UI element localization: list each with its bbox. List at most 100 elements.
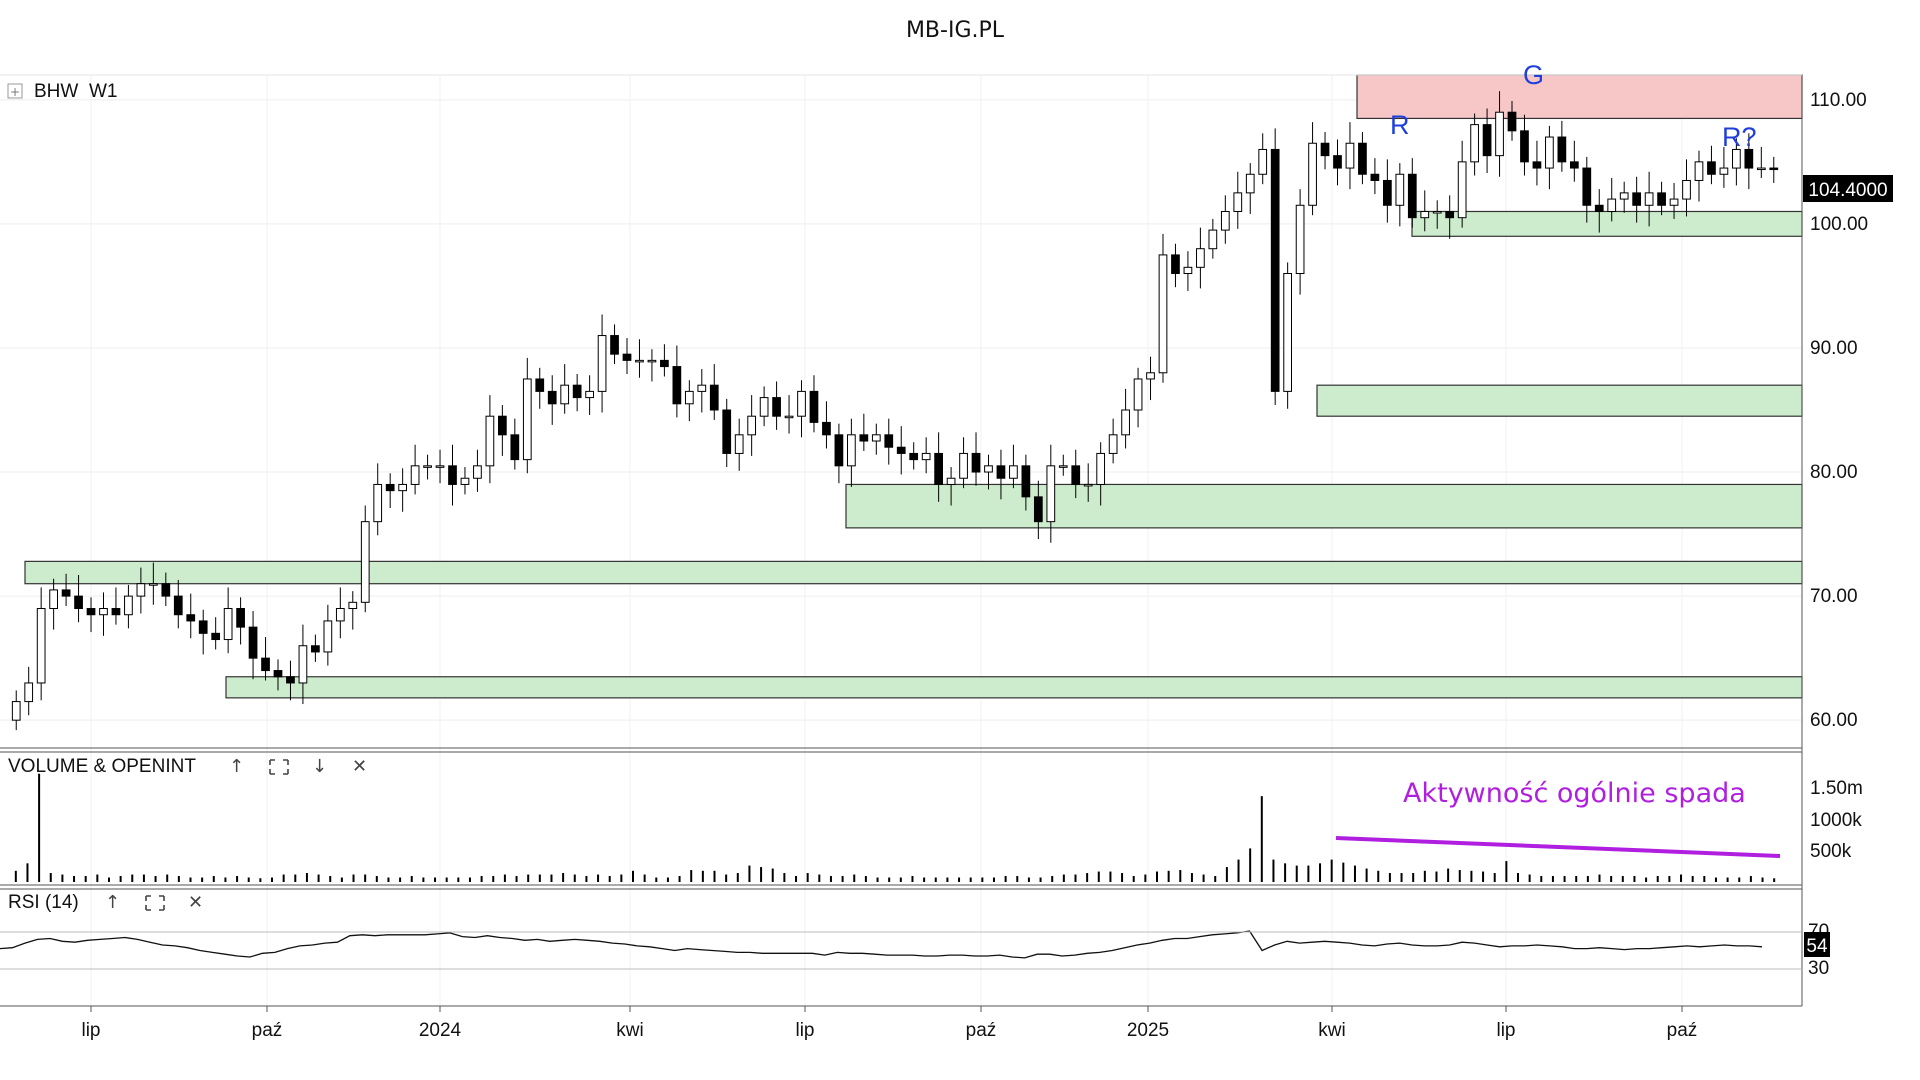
candle — [1445, 195, 1455, 239]
candle — [1270, 128, 1280, 406]
price-grid — [0, 75, 1802, 1006]
candle — [1370, 158, 1380, 195]
candle — [261, 637, 270, 681]
rsi-value-label: 54 — [1806, 936, 1828, 957]
candle — [734, 418, 744, 471]
candle — [373, 463, 383, 536]
time-tick-label: paź — [966, 1020, 997, 1041]
candle — [1432, 200, 1442, 229]
candle — [1245, 163, 1255, 214]
time-tick-label: 2025 — [1127, 1020, 1169, 1041]
candle — [772, 381, 781, 430]
candle — [797, 380, 806, 438]
candle — [1133, 367, 1143, 428]
candle — [1594, 189, 1604, 233]
candle — [547, 375, 557, 425]
candle — [1208, 218, 1218, 259]
candle — [74, 575, 83, 623]
candle — [510, 418, 520, 470]
candle — [1520, 114, 1529, 176]
candle — [1096, 442, 1106, 506]
candle — [1345, 122, 1355, 190]
candle — [410, 444, 420, 495]
volume-tick: 500k — [1810, 841, 1852, 862]
candle — [473, 449, 482, 492]
candle — [161, 572, 171, 607]
close-icon[interactable]: ✕ — [352, 756, 367, 777]
time-tick-label: paź — [1667, 1020, 1698, 1041]
maximize-icon[interactable] — [145, 895, 165, 911]
candle — [348, 591, 358, 630]
candle — [784, 395, 794, 434]
candle — [847, 418, 856, 487]
support-zone — [1411, 210, 1803, 237]
candle — [111, 587, 121, 625]
resistance-zone — [1356, 74, 1803, 120]
candle — [1308, 122, 1317, 216]
candle — [1644, 171, 1654, 227]
candle — [759, 386, 769, 427]
maximize-icon[interactable] — [269, 759, 289, 775]
candle — [273, 659, 283, 691]
candle — [1108, 418, 1118, 464]
candle — [435, 449, 445, 484]
candle — [1196, 227, 1205, 289]
candle — [173, 579, 183, 629]
candle — [1769, 156, 1779, 183]
annotation-r-question: R? — [1722, 122, 1757, 152]
move-up-icon[interactable]: ↑ — [229, 756, 244, 777]
price-tick-label: 110.00 — [1810, 90, 1867, 111]
support-zone — [225, 676, 1803, 699]
candle — [335, 587, 345, 639]
candle — [1457, 140, 1467, 228]
candle — [1358, 132, 1367, 185]
volume-trend-line — [1335, 836, 1781, 858]
annotation-r: R — [1390, 110, 1410, 140]
candle — [1009, 444, 1018, 489]
last-price-badge — [1803, 175, 1893, 202]
candle — [1046, 444, 1056, 543]
candle — [398, 468, 408, 512]
close-icon[interactable]: ✕ — [188, 892, 203, 913]
candle — [99, 592, 108, 636]
support-zone — [845, 483, 1803, 529]
candle — [1507, 101, 1517, 141]
candle — [1083, 463, 1093, 502]
candle — [971, 432, 981, 486]
candle — [1033, 480, 1043, 540]
candle — [1707, 145, 1716, 185]
candles[interactable] — [11, 91, 1779, 731]
move-down-icon[interactable]: ↓ — [312, 756, 327, 777]
collapse-panel-icon[interactable] — [7, 83, 23, 99]
candle — [248, 611, 258, 680]
candle — [934, 432, 943, 502]
last-price-label: 104.4000 — [1808, 180, 1887, 201]
candle — [1482, 108, 1492, 174]
candle — [460, 467, 470, 495]
candle — [236, 597, 245, 645]
candle — [36, 587, 46, 701]
price-tick-label: 90.00 — [1810, 338, 1858, 359]
candle — [1220, 195, 1230, 244]
volume-panel-title: VOLUME & OPENINT — [8, 756, 196, 777]
candle — [1632, 176, 1642, 223]
candle — [1407, 158, 1417, 228]
time-tick-label: paź — [252, 1020, 283, 1041]
rsi-tick: 30 — [1808, 958, 1829, 979]
candle — [86, 597, 96, 633]
candle — [1058, 454, 1068, 476]
candle — [946, 467, 956, 506]
candle — [360, 505, 370, 613]
candle — [822, 401, 831, 449]
candle — [809, 375, 819, 433]
candle — [1744, 133, 1754, 190]
candle — [959, 437, 968, 489]
move-up-icon[interactable]: ↑ — [105, 892, 120, 913]
candle — [1183, 251, 1193, 291]
candle — [560, 364, 570, 414]
candle — [697, 369, 707, 413]
candle — [622, 338, 632, 375]
rsi-series — [0, 930, 1763, 959]
price-tick-label: 60.00 — [1810, 710, 1858, 731]
